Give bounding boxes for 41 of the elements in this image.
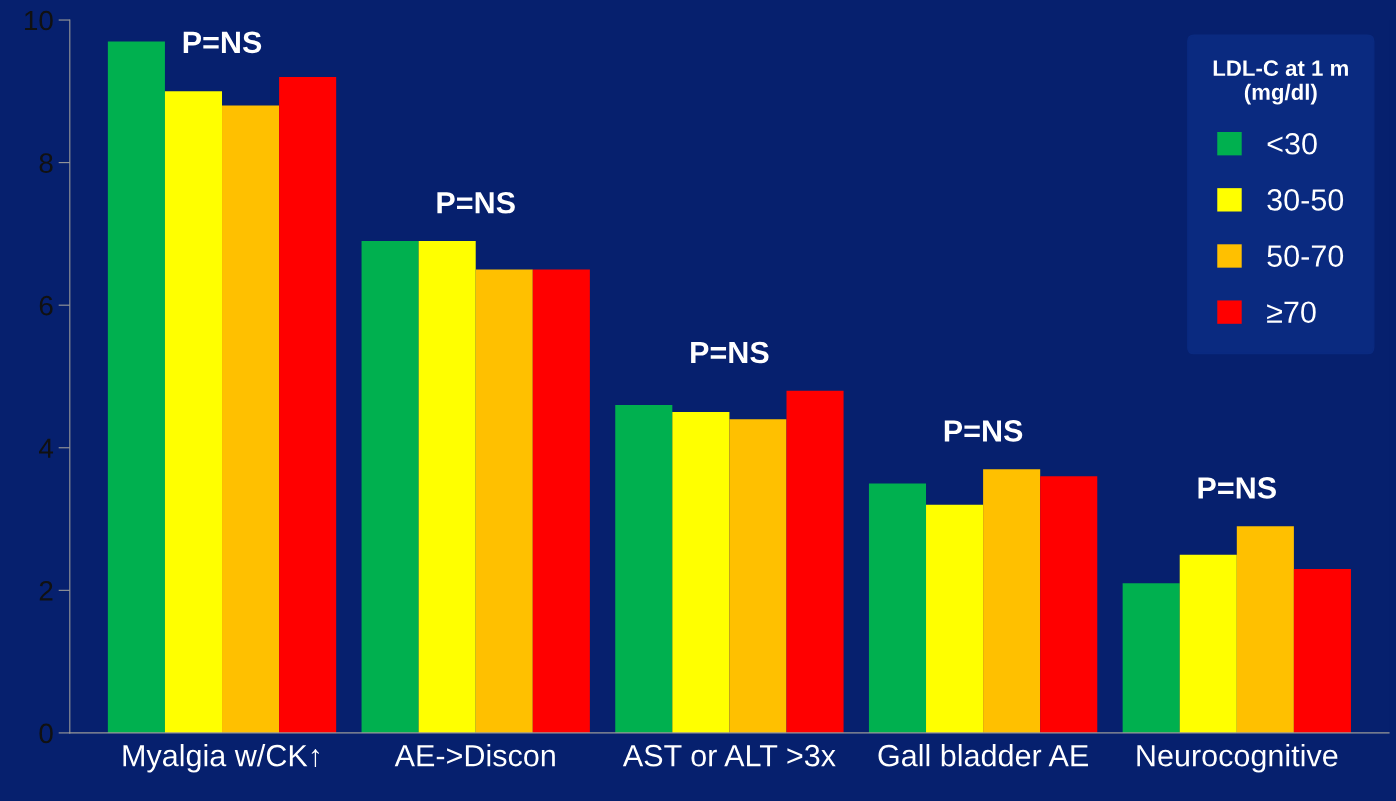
bar [1293,568,1351,733]
legend-label: ≥70 [1267,301,1316,324]
annotation: P=NS [1198,477,1276,499]
x-tick-label: Myalgia w/CK↑ [123,744,319,773]
y-tick-label: 8 [39,153,53,173]
bar [532,269,590,733]
bar [615,404,673,733]
bar [786,390,844,733]
bar [1236,526,1294,733]
annotation: P=NS [691,341,769,364]
bar [1040,476,1098,733]
y-tick-label: 4 [39,438,54,458]
annotation: P=NS [944,420,1023,442]
bar [164,91,223,733]
x-tick-label: Neurocognitive [1137,744,1338,773]
x-tick-label: AE->Discon [394,744,555,767]
legend-label: <30 [1267,132,1317,155]
bar [729,419,787,733]
x-tick-label: AST or ALT >3x [622,744,836,767]
bar [1179,554,1237,733]
bar [279,77,337,733]
y-tick-label: 6 [39,295,53,316]
bar [983,469,1041,733]
legend-label: 30-50 [1267,189,1344,211]
bar [107,41,165,733]
bar [222,105,280,733]
bar [418,241,476,733]
annotation: P=NS [183,31,262,54]
annotation: P=NS [437,191,515,214]
x-tick-label: Gall bladder AE [878,744,1088,767]
legend-title: LDL-C at 1 m (mg/dl) [1213,60,1348,105]
legend-label: 50-70 [1267,245,1344,267]
y-tick-label: 0 [39,723,53,744]
y-tick-label: 10 [25,10,53,31]
y-tick-label: 2 [39,581,53,601]
bar [868,483,927,733]
bar [672,412,730,733]
bar [475,269,533,733]
bar [926,504,984,733]
bar [361,241,419,733]
bar [1122,583,1180,733]
